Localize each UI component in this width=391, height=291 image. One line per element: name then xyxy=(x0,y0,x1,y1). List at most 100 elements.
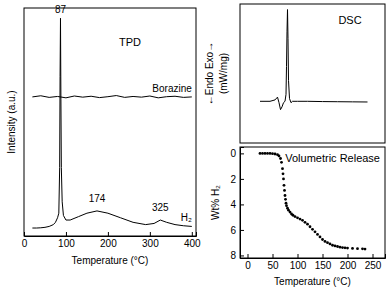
data-point xyxy=(261,152,264,155)
tick: 100 xyxy=(58,232,75,249)
panel: DSC←Endo Exo→(mW/mg) xyxy=(204,4,385,143)
tick: 200 xyxy=(340,254,357,271)
axis-line xyxy=(241,254,386,259)
chart-title: Volumetric Release xyxy=(285,152,380,164)
tick: 200 xyxy=(100,232,117,249)
data-point xyxy=(279,157,282,160)
tick: 0 xyxy=(230,148,244,159)
data-point xyxy=(294,215,297,218)
y-axis-title: ←Endo Exo→ xyxy=(204,42,215,105)
data-point xyxy=(329,243,332,246)
tick-mark xyxy=(240,153,244,154)
data-point xyxy=(306,223,309,226)
plot-frame xyxy=(24,8,196,236)
data-point xyxy=(296,216,299,219)
tick-mark xyxy=(240,179,244,180)
tick: 4 xyxy=(230,199,244,210)
tick: 2 xyxy=(230,174,244,185)
data-line xyxy=(260,10,368,110)
data-point xyxy=(299,218,302,221)
chart-title: TPD xyxy=(119,36,141,48)
data-point xyxy=(364,248,367,251)
panel: 0100200300400BorazineH₂87174325TPDTemper… xyxy=(6,4,201,266)
tick: 100 xyxy=(290,254,307,271)
tick-label: 8 xyxy=(230,250,236,261)
axis: 0100200300400 xyxy=(22,232,201,249)
data-point xyxy=(319,236,322,239)
series xyxy=(259,152,367,250)
tick-label: 50 xyxy=(267,260,279,271)
panel: 05010015020025002468Volumetric ReleaseTe… xyxy=(210,147,386,287)
tick-mark xyxy=(108,232,109,236)
tick-label: 4 xyxy=(230,199,236,210)
axis-line xyxy=(25,232,197,237)
tick-label: 6 xyxy=(230,225,236,236)
data-point xyxy=(301,219,304,222)
tick-label: 0 xyxy=(22,238,28,249)
tick: 50 xyxy=(267,254,279,271)
data-point xyxy=(282,172,285,175)
tick-mark xyxy=(298,254,299,258)
tick-label: 100 xyxy=(58,238,75,249)
tick-label: 150 xyxy=(315,260,332,271)
data-line xyxy=(32,18,191,228)
tick-label: 0 xyxy=(230,148,236,159)
data-point xyxy=(344,246,347,249)
tick-label: 250 xyxy=(365,260,382,271)
figure: 0100200300400BorazineH₂87174325TPDTemper… xyxy=(0,0,391,291)
tick-label: 100 xyxy=(290,260,307,271)
data-point xyxy=(281,167,284,170)
tick: 0 xyxy=(22,232,28,249)
data-point xyxy=(271,152,274,155)
data-point xyxy=(285,204,288,207)
tick-mark xyxy=(150,232,151,236)
data-line xyxy=(32,96,191,98)
y-axis-title: Wt% H₂ xyxy=(210,185,221,220)
data-point xyxy=(316,233,319,236)
tick-mark xyxy=(248,254,249,258)
y-axis-title: Intensity (a.u.) xyxy=(6,90,17,153)
plot-frame xyxy=(240,4,385,143)
data-point xyxy=(336,245,339,248)
plot-area xyxy=(259,152,367,250)
tick-mark xyxy=(373,254,374,258)
tick: 300 xyxy=(142,232,159,249)
axis: 0 2 4 6 8 xyxy=(230,148,244,262)
data-point xyxy=(304,221,307,224)
annotation: 87 xyxy=(55,4,67,15)
tick: 150 xyxy=(315,254,332,271)
data-point xyxy=(356,247,359,250)
data-point xyxy=(283,189,286,192)
tick: 0 xyxy=(245,254,251,271)
data-point xyxy=(309,225,312,228)
data-point xyxy=(269,152,272,155)
tick-label: 200 xyxy=(340,260,357,271)
data-point xyxy=(274,153,277,156)
tick: 250 xyxy=(365,254,382,271)
tick-mark xyxy=(192,232,193,236)
data-point xyxy=(326,241,329,244)
tick: 8 xyxy=(230,250,244,261)
tick-mark xyxy=(66,232,67,236)
data-point xyxy=(285,202,288,205)
axis-line xyxy=(241,148,245,259)
data-point xyxy=(278,155,281,158)
tick-mark xyxy=(240,255,244,256)
data-point xyxy=(339,246,342,249)
series-label: H₂ xyxy=(181,212,192,223)
data-point xyxy=(321,238,324,241)
tick-mark xyxy=(348,254,349,258)
tick-mark xyxy=(273,254,274,258)
annotation: 174 xyxy=(89,193,106,204)
data-point xyxy=(266,152,269,155)
tick-mark xyxy=(240,204,244,205)
plot-area xyxy=(260,10,368,110)
data-point xyxy=(282,177,285,180)
plot-area xyxy=(32,18,191,228)
data-point xyxy=(284,198,287,201)
data-point xyxy=(283,184,286,187)
plot-frame xyxy=(240,147,385,258)
data-point xyxy=(361,247,364,250)
tick: 6 xyxy=(230,225,244,236)
tick-label: 200 xyxy=(100,238,117,249)
